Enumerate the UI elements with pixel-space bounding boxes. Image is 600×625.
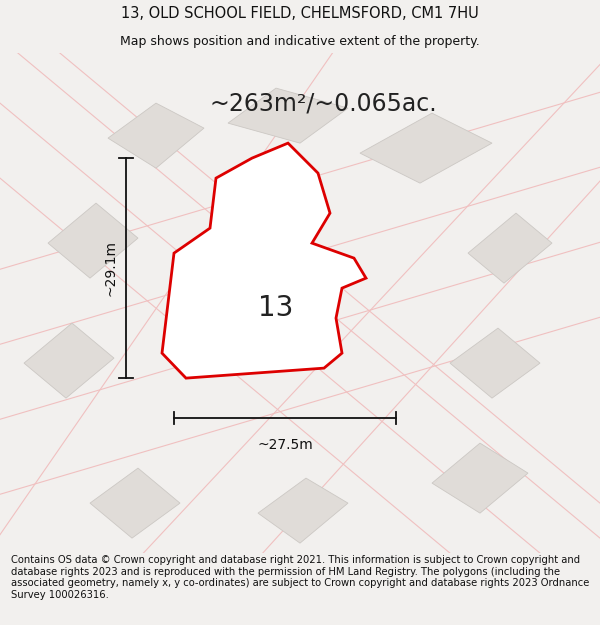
- Polygon shape: [162, 143, 366, 378]
- Polygon shape: [108, 103, 204, 168]
- Polygon shape: [90, 468, 180, 538]
- Polygon shape: [258, 478, 348, 543]
- Polygon shape: [468, 213, 552, 283]
- Text: ~29.1m: ~29.1m: [104, 240, 118, 296]
- Text: Map shows position and indicative extent of the property.: Map shows position and indicative extent…: [120, 35, 480, 48]
- Text: 13: 13: [259, 294, 293, 322]
- Text: ~263m²/~0.065ac.: ~263m²/~0.065ac.: [210, 91, 437, 115]
- Text: ~27.5m: ~27.5m: [257, 438, 313, 452]
- Polygon shape: [432, 443, 528, 513]
- Polygon shape: [24, 323, 114, 398]
- Polygon shape: [252, 258, 324, 318]
- Text: 13, OLD SCHOOL FIELD, CHELMSFORD, CM1 7HU: 13, OLD SCHOOL FIELD, CHELMSFORD, CM1 7H…: [121, 6, 479, 21]
- Polygon shape: [360, 113, 492, 183]
- Polygon shape: [450, 328, 540, 398]
- Polygon shape: [228, 88, 348, 143]
- Polygon shape: [48, 203, 138, 278]
- Text: Contains OS data © Crown copyright and database right 2021. This information is : Contains OS data © Crown copyright and d…: [11, 555, 589, 600]
- Polygon shape: [222, 303, 330, 363]
